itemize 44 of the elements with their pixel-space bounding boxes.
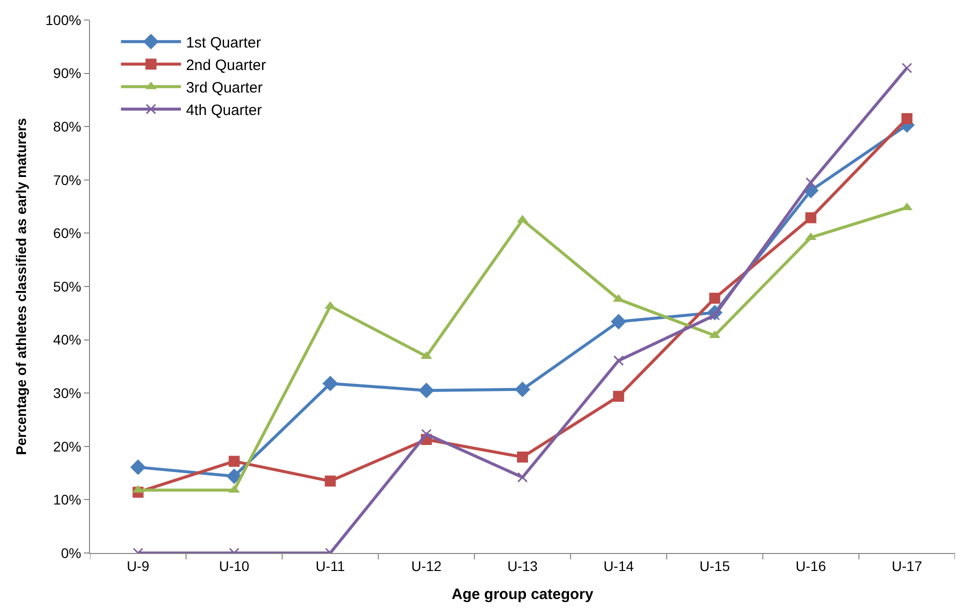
y-tick-label: 10% <box>53 492 82 508</box>
x-tick-label: U-13 <box>507 558 538 574</box>
x-tick-label: U-11 <box>316 558 346 574</box>
y-tick-label: 40% <box>53 332 82 348</box>
point <box>421 428 432 440</box>
y-tick-label: 90% <box>53 65 82 82</box>
x-tick-label: U-15 <box>700 558 730 574</box>
x-tick-label: U-9 <box>126 558 150 574</box>
point <box>324 476 336 487</box>
point <box>610 314 626 330</box>
x-axis-title: Age group category <box>452 586 594 603</box>
legend-label: 3rd Quarter <box>186 79 263 96</box>
point <box>226 468 242 484</box>
x-tick-label: U-12 <box>411 558 442 574</box>
point <box>517 452 528 463</box>
y-tick-label: 30% <box>53 385 82 401</box>
legend-label: 1st Quarter <box>186 34 261 52</box>
y-tick-label: 70% <box>53 172 82 188</box>
point <box>322 376 338 392</box>
point <box>613 390 624 402</box>
y-tick-label: 20% <box>53 438 82 454</box>
point <box>805 212 816 224</box>
y-tick-label: 60% <box>53 225 82 242</box>
point <box>228 456 240 467</box>
point <box>901 113 912 124</box>
y-tick-label: 50% <box>53 278 82 294</box>
y-tick-label: 0% <box>60 544 82 561</box>
y-axis-title: Percentage of athletes classified as early maturers <box>12 118 29 455</box>
x-tick-label: U-17 <box>892 558 922 574</box>
x-tick-label: U-16 <box>796 558 826 574</box>
point <box>806 177 816 188</box>
x-tick-label: U-10 <box>218 558 250 574</box>
point <box>613 355 624 366</box>
y-tick-label: 80% <box>53 118 82 134</box>
point <box>514 382 530 398</box>
legend-label: 2nd Quarter <box>186 56 266 74</box>
legend-label: 4th Quarter <box>186 102 262 119</box>
point <box>418 382 434 398</box>
point <box>517 472 528 483</box>
y-tick-label: 100% <box>45 12 82 28</box>
point <box>902 62 912 74</box>
x-tick-label: U-14 <box>603 558 634 574</box>
point <box>709 292 720 304</box>
point <box>130 459 146 475</box>
